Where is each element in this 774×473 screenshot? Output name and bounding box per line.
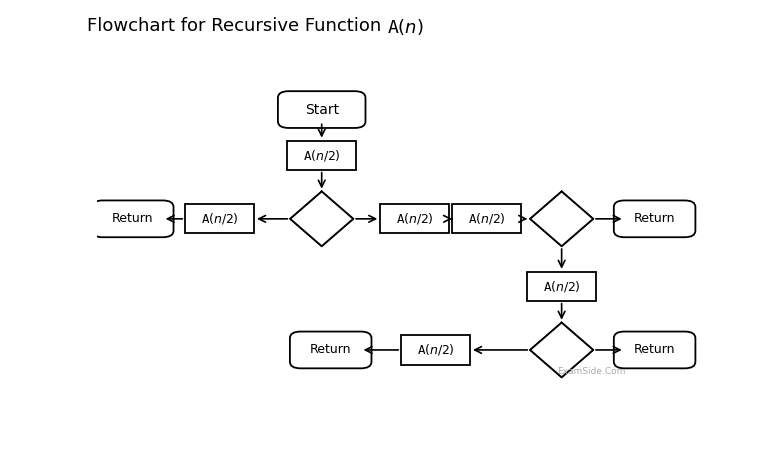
Text: Start: Start bbox=[305, 103, 339, 116]
FancyBboxPatch shape bbox=[278, 91, 365, 128]
FancyBboxPatch shape bbox=[380, 204, 449, 233]
Text: ExamSide.Com: ExamSide.Com bbox=[557, 368, 626, 377]
Text: Return: Return bbox=[634, 212, 676, 225]
Polygon shape bbox=[530, 192, 593, 246]
FancyBboxPatch shape bbox=[614, 332, 695, 368]
Text: $\mathtt{A}(n/2)$: $\mathtt{A}(n/2)$ bbox=[303, 148, 341, 163]
Text: $\mathtt{A}(n/2)$: $\mathtt{A}(n/2)$ bbox=[200, 211, 238, 227]
FancyBboxPatch shape bbox=[290, 332, 372, 368]
Polygon shape bbox=[530, 323, 593, 377]
Text: Flowchart for Recursive Function: Flowchart for Recursive Function bbox=[87, 17, 387, 35]
FancyBboxPatch shape bbox=[452, 204, 521, 233]
Text: Return: Return bbox=[634, 343, 676, 357]
FancyBboxPatch shape bbox=[287, 140, 356, 170]
FancyBboxPatch shape bbox=[401, 335, 470, 365]
FancyBboxPatch shape bbox=[614, 201, 695, 237]
Text: Return: Return bbox=[310, 343, 351, 357]
Text: $\mathtt{A}(n/2)$: $\mathtt{A}(n/2)$ bbox=[396, 211, 433, 227]
Text: Return: Return bbox=[112, 212, 153, 225]
FancyBboxPatch shape bbox=[185, 204, 254, 233]
Text: $\mathtt{A}(n/2)$: $\mathtt{A}(n/2)$ bbox=[416, 342, 454, 358]
Text: $\mathtt{A}(n/2)$: $\mathtt{A}(n/2)$ bbox=[467, 211, 505, 227]
FancyBboxPatch shape bbox=[527, 272, 596, 301]
Text: $\mathtt{A}(n)$: $\mathtt{A}(n)$ bbox=[387, 17, 423, 36]
FancyBboxPatch shape bbox=[92, 201, 173, 237]
Polygon shape bbox=[290, 192, 353, 246]
Text: $\mathtt{A}(n/2)$: $\mathtt{A}(n/2)$ bbox=[543, 279, 580, 294]
